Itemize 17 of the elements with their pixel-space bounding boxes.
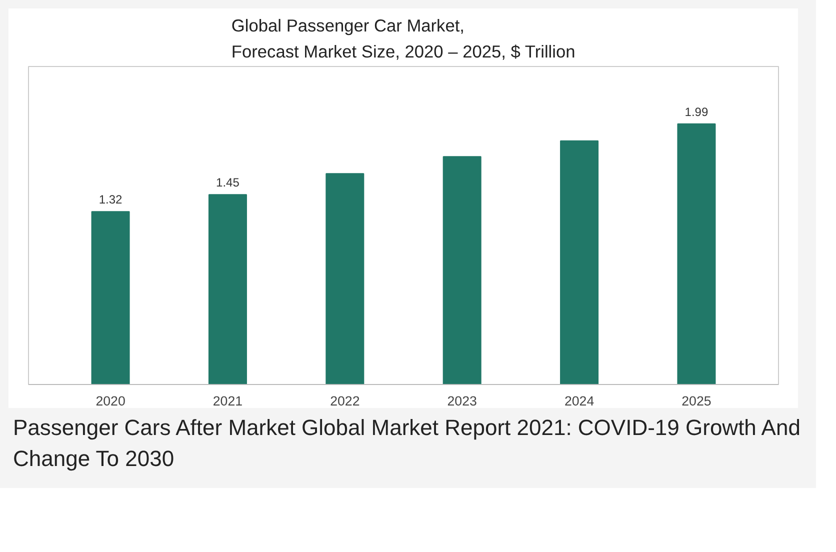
bar — [560, 140, 599, 384]
x-tick-label: 2020 — [96, 394, 126, 408]
bar — [208, 194, 247, 384]
bar — [442, 156, 482, 384]
x-tick-label: 2022 — [330, 394, 360, 408]
data-label: 1.45 — [216, 176, 240, 190]
bar — [326, 173, 364, 384]
x-tick-label: 2021 — [212, 394, 243, 408]
text: Passenger Cars After Market Global Market Report 2021: COVID-19 Growth And Change To 2030 — [13, 414, 802, 473]
chart-title: Global Passenger Car Market, Forecast Market Size, 2020 – 2025, $ Trillion — [231, 16, 576, 62]
x-tick-label: 2024 — [564, 394, 595, 408]
x-tick-label: 2025 — [682, 394, 712, 408]
bar — [91, 211, 130, 384]
x-tick-label: 2023 — [447, 394, 477, 408]
data-label: 1.32 — [98, 192, 123, 207]
bar — [677, 123, 716, 384]
data-label: 1.99 — [684, 104, 708, 119]
